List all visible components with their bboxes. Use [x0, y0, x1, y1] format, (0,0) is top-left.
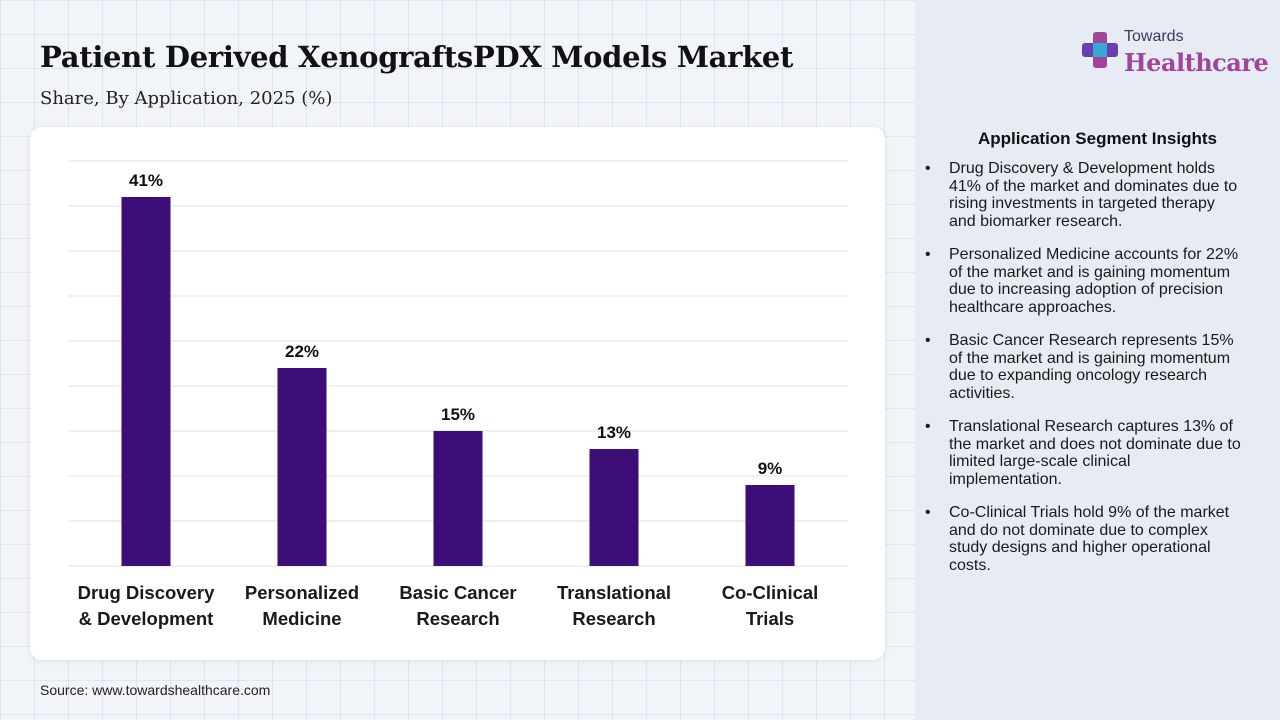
insight-item: Personalized Medicine accounts for 22% o…	[925, 246, 1245, 316]
bar	[277, 368, 327, 566]
insight-item: Basic Cancer Research represents 15% of …	[925, 332, 1245, 402]
bar	[589, 449, 639, 566]
source-note: Source: www.towardshealthcare.com	[40, 682, 271, 698]
insights-list: Drug Discovery & Development holds 41% o…	[925, 160, 1245, 590]
data-label: 41%	[129, 171, 163, 190]
data-label: 22%	[285, 342, 319, 361]
bar-chart: 41% Drug Discovery & Development 22% Persona…	[68, 160, 848, 629]
category-label: & Development	[79, 608, 214, 629]
category-label: Research	[572, 608, 655, 629]
logo: Towards Healthcare	[1080, 26, 1269, 78]
category-label: Translational	[557, 582, 671, 603]
bar	[121, 197, 171, 566]
bar	[433, 431, 483, 566]
logo-main-text: Healthcare	[1124, 48, 1269, 77]
logo-top-text: Towards	[1124, 28, 1184, 45]
bar	[745, 485, 795, 566]
data-label: 15%	[441, 405, 475, 424]
category-label: Basic Cancer	[399, 582, 516, 603]
data-label: 13%	[597, 423, 631, 442]
category-label: Trials	[746, 608, 794, 629]
category-label: Research	[416, 608, 499, 629]
chart-card: 41% Drug Discovery & Development 22% Persona…	[30, 127, 885, 660]
insight-item: Drug Discovery & Development holds 41% o…	[925, 160, 1245, 230]
insights-title: Application Segment Insights	[978, 129, 1217, 148]
data-label: 9%	[758, 459, 783, 478]
category-label: Personalized	[245, 582, 359, 603]
healthcare-cross-icon	[1082, 32, 1118, 68]
insight-item: Translational Research captures 13% of t…	[925, 418, 1245, 488]
category-label: Drug Discovery	[78, 582, 215, 603]
category-label: Co-Clinical	[722, 582, 819, 603]
page-title: Patient Derived XenograftsPDX Models Mar…	[40, 40, 794, 74]
category-label: Medicine	[262, 608, 341, 629]
page-subtitle: Share, By Application, 2025 (%)	[40, 88, 333, 109]
insight-item: Co-Clinical Trials hold 9% of the market…	[925, 504, 1245, 574]
